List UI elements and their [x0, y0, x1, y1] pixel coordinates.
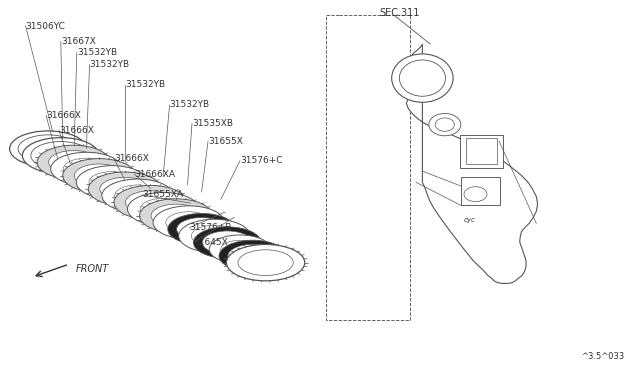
Ellipse shape: [102, 179, 173, 212]
Ellipse shape: [100, 177, 150, 201]
Ellipse shape: [37, 145, 110, 179]
Text: 31532YB: 31532YB: [90, 60, 130, 69]
Text: 31655XA: 31655XA: [142, 190, 183, 199]
Text: cyc: cyc: [463, 217, 475, 223]
FancyBboxPatch shape: [460, 135, 503, 168]
Text: 31666X: 31666X: [114, 154, 148, 163]
Ellipse shape: [179, 219, 250, 253]
Ellipse shape: [193, 227, 261, 258]
Ellipse shape: [228, 244, 278, 267]
Text: 31506YC: 31506YC: [26, 22, 65, 31]
Text: 31666X: 31666X: [59, 126, 93, 135]
Ellipse shape: [127, 192, 199, 226]
Text: 31532YB: 31532YB: [125, 80, 165, 89]
Ellipse shape: [49, 151, 99, 174]
Ellipse shape: [10, 131, 86, 167]
Ellipse shape: [399, 60, 445, 96]
Text: 31645X: 31645X: [193, 238, 228, 247]
Ellipse shape: [114, 185, 187, 219]
Ellipse shape: [151, 204, 201, 227]
Text: 31532YB: 31532YB: [170, 100, 210, 109]
Ellipse shape: [392, 54, 453, 102]
Ellipse shape: [76, 166, 148, 199]
Text: 31666XA: 31666XA: [134, 170, 175, 179]
Ellipse shape: [74, 164, 124, 187]
Text: 31655X: 31655X: [208, 137, 243, 146]
Ellipse shape: [125, 191, 175, 214]
Text: 31666X: 31666X: [46, 111, 81, 120]
Ellipse shape: [202, 231, 252, 254]
Text: SEC.311: SEC.311: [380, 8, 420, 18]
Text: ^3.5^033: ^3.5^033: [580, 352, 624, 361]
Text: 31532YB: 31532YB: [77, 48, 117, 57]
Ellipse shape: [209, 235, 271, 263]
Ellipse shape: [63, 158, 136, 193]
Ellipse shape: [88, 172, 161, 206]
Text: 31576+B: 31576+B: [189, 223, 232, 232]
Text: 31576+C: 31576+C: [240, 156, 282, 165]
Text: 31667X: 31667X: [61, 37, 95, 46]
Ellipse shape: [168, 214, 236, 245]
Ellipse shape: [177, 218, 227, 241]
FancyBboxPatch shape: [461, 177, 500, 205]
Ellipse shape: [153, 206, 225, 239]
Ellipse shape: [219, 240, 287, 272]
Ellipse shape: [227, 244, 305, 281]
Ellipse shape: [140, 199, 212, 233]
Polygon shape: [406, 45, 538, 283]
Text: 31535XB: 31535XB: [192, 119, 233, 128]
Text: FRONT: FRONT: [76, 264, 109, 273]
Ellipse shape: [22, 138, 99, 173]
Ellipse shape: [429, 113, 461, 136]
Ellipse shape: [51, 152, 122, 186]
